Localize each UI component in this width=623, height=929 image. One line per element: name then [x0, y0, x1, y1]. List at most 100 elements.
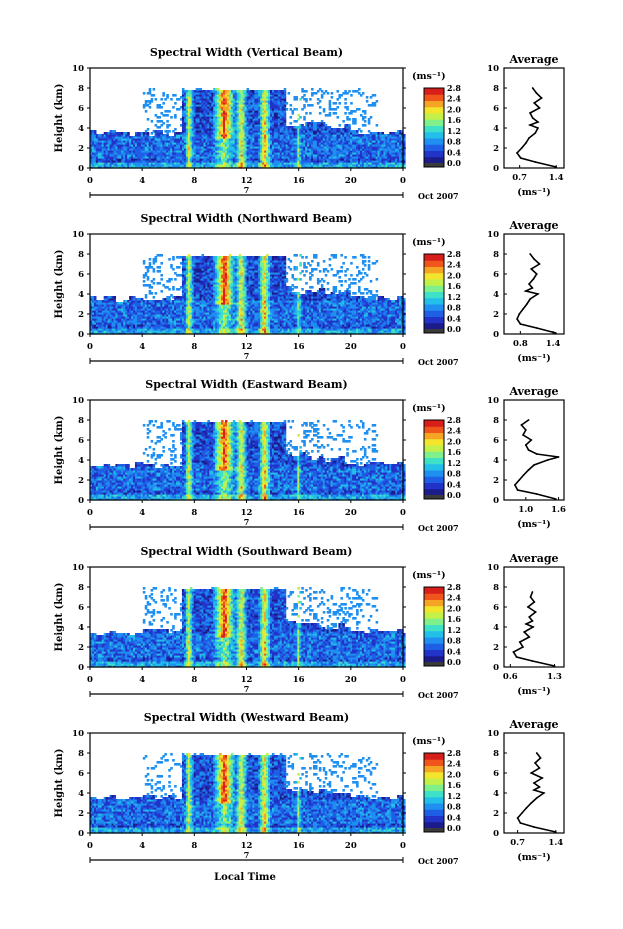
heatmap-cell — [201, 162, 205, 165]
heatmap-cell — [197, 138, 201, 141]
heatmap-cell — [142, 160, 146, 163]
heatmap-cell — [244, 116, 248, 119]
heatmap-cell — [244, 138, 248, 141]
heatmap-cell — [228, 166, 232, 169]
heatmap-cell — [224, 140, 228, 143]
heatmap-cell — [309, 98, 312, 101]
heatmap-cell — [91, 162, 95, 165]
heatmap-cell — [113, 164, 117, 167]
heatmap-cell — [193, 108, 197, 111]
heatmap-cell — [223, 136, 226, 139]
heatmap-cell — [193, 94, 197, 97]
heatmap-cell — [109, 144, 113, 147]
heatmap-cell — [213, 116, 216, 119]
heatmap-cell — [232, 120, 236, 123]
heatmap-cell — [232, 110, 236, 113]
heatmap-cell — [176, 162, 179, 165]
heatmap-cell — [168, 138, 171, 141]
heatmap-cell — [203, 138, 207, 141]
heatmap-cell — [226, 140, 230, 143]
heatmap-cell — [134, 150, 138, 153]
heatmap-cell — [205, 142, 208, 145]
heatmap-cell — [234, 130, 238, 133]
heatmap-cell — [226, 102, 230, 105]
heatmap-cell — [207, 154, 210, 157]
heatmap-cell — [236, 140, 240, 143]
heatmap-cell — [189, 106, 193, 109]
colorbar-tick-label: 1.2 — [447, 126, 461, 136]
heatmap-cell — [146, 118, 150, 121]
heatmap-cell — [230, 100, 234, 103]
heatmap-cell — [217, 96, 220, 99]
heatmap-cell — [201, 132, 205, 135]
heatmap-cell — [228, 100, 232, 103]
heatmap-cell — [174, 154, 177, 157]
heatmap-cell — [131, 150, 134, 153]
heatmap-cell — [219, 142, 222, 145]
heatmap-cell — [172, 144, 175, 147]
heatmap-cell — [170, 158, 173, 161]
heatmap-cell — [234, 126, 238, 129]
heatmap-cell — [234, 100, 238, 103]
heatmap-cell — [154, 164, 158, 167]
heatmap-cell — [117, 146, 120, 149]
heatmap-cell — [168, 148, 171, 151]
heatmap-cell — [240, 114, 244, 117]
heatmap-cell — [201, 148, 205, 151]
heatmap-cell — [193, 138, 197, 141]
heatmap-cell — [203, 122, 207, 125]
heatmap-cell — [207, 146, 210, 149]
heatmap-cell — [211, 138, 214, 141]
heatmap-cell — [232, 92, 236, 95]
heatmap-cell — [203, 126, 207, 129]
heatmap-cell — [144, 144, 148, 147]
heatmap-cell — [113, 134, 117, 137]
heatmap-cell — [129, 156, 132, 159]
heatmap-cell — [223, 122, 226, 125]
heatmap-cell — [166, 142, 169, 145]
heatmap-cell — [207, 128, 210, 131]
heatmap-cell — [242, 138, 246, 141]
heatmap-cell — [215, 122, 218, 125]
heatmap-cell — [246, 98, 250, 101]
heatmap-cell — [111, 142, 115, 145]
heatmap-cell — [207, 106, 210, 109]
heatmap-cell — [187, 150, 191, 153]
heatmap-cell — [144, 142, 148, 145]
heatmap-cell — [350, 102, 353, 105]
heatmap-cell — [207, 156, 210, 159]
heatmap-cell — [183, 94, 187, 97]
heatmap-cell — [219, 152, 222, 155]
heatmap-cell — [250, 128, 253, 131]
heatmap-cell — [148, 146, 152, 149]
heatmap-cell — [162, 122, 165, 125]
heatmap-cell — [179, 134, 183, 137]
heatmap-cell — [111, 164, 115, 167]
heatmap-cell — [136, 136, 140, 139]
heatmap-cell — [238, 150, 242, 153]
heatmap-cell — [125, 148, 128, 151]
heatmap-cell — [226, 98, 230, 101]
heatmap-cell — [91, 142, 95, 145]
heatmap-cell — [91, 164, 95, 167]
heatmap-cell — [170, 116, 173, 119]
heatmap-cell — [236, 116, 240, 119]
heatmap-cell — [246, 124, 250, 127]
heatmap-cell — [172, 146, 175, 149]
heatmap-cell — [223, 158, 226, 161]
heatmap-cell — [117, 164, 120, 167]
heatmap-cell — [185, 122, 189, 125]
heatmap-cell — [170, 156, 173, 159]
heatmap-cell — [215, 156, 218, 159]
heatmap-cell — [250, 120, 253, 123]
heatmap-cell — [191, 162, 195, 165]
heatmap-cell — [146, 156, 150, 159]
heatmap-cell — [244, 156, 248, 159]
heatmap-cell — [158, 164, 162, 167]
heatmap-cell — [221, 164, 224, 167]
heatmap-cell — [217, 88, 220, 91]
heatmap-cell — [117, 148, 120, 151]
heatmap-cell — [154, 114, 158, 117]
heatmap-cell — [236, 152, 240, 155]
heatmap-cell — [158, 144, 162, 147]
